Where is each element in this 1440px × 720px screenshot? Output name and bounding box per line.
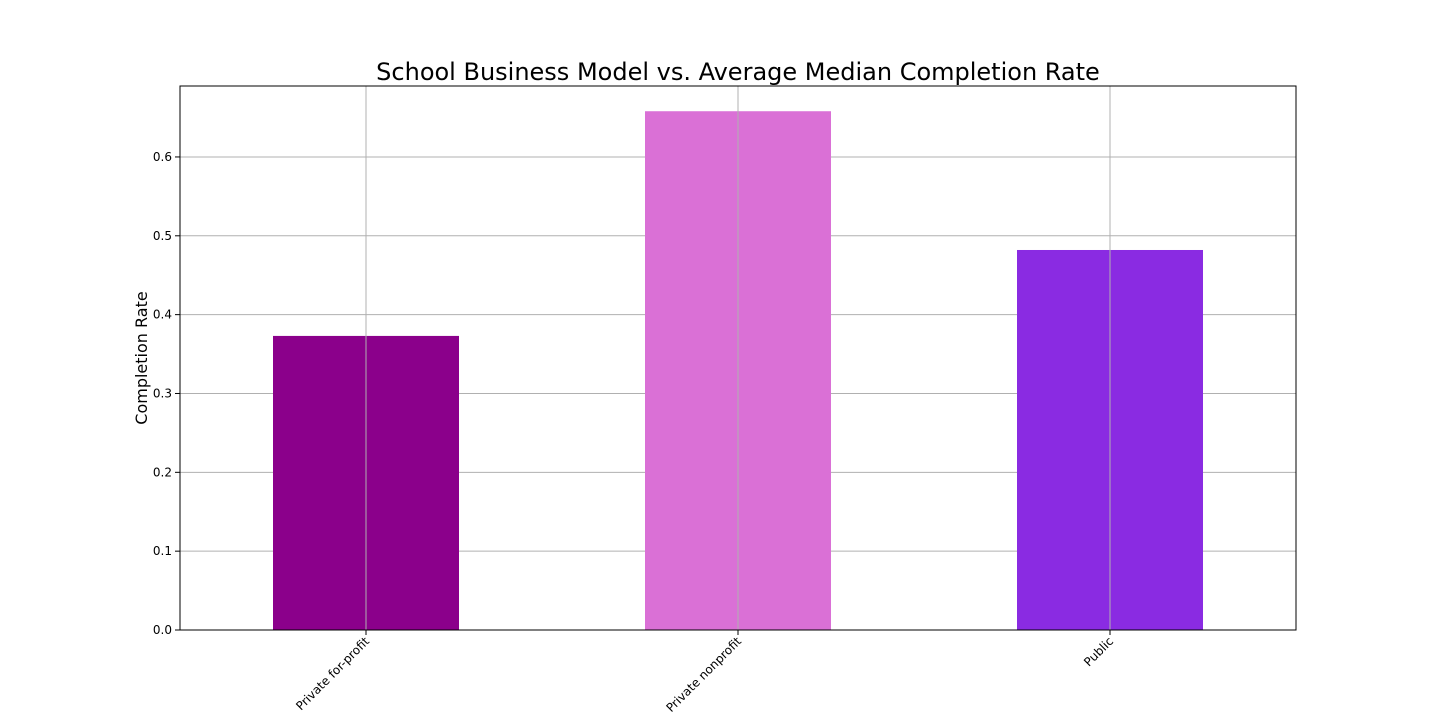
x-ticks: Private for-profit Private nonprofit Publi… (293, 630, 1116, 715)
x-tick-label: Public (1081, 634, 1116, 669)
y-tick-label: 0.3 (153, 386, 172, 400)
y-tick-label: 0.1 (153, 544, 172, 558)
x-tick-label: Private nonprofit (663, 634, 744, 715)
y-tick-label: 0.6 (153, 150, 172, 164)
x-grid-lines (365, 86, 1111, 630)
y-tick-label: 0.2 (153, 465, 172, 479)
chart-title: School Business Model vs. Average Median… (376, 58, 1100, 86)
y-tick-label: 0.5 (153, 229, 172, 243)
y-ticks: 0.0 0.1 0.2 0.3 0.4 0.5 0.6 (153, 150, 180, 637)
y-tick-label: 0.0 (153, 623, 172, 637)
y-axis-label: Completion Rate (132, 291, 151, 424)
y-tick-label: 0.4 (153, 308, 172, 322)
x-tick-label: Private for-profit (293, 634, 372, 713)
